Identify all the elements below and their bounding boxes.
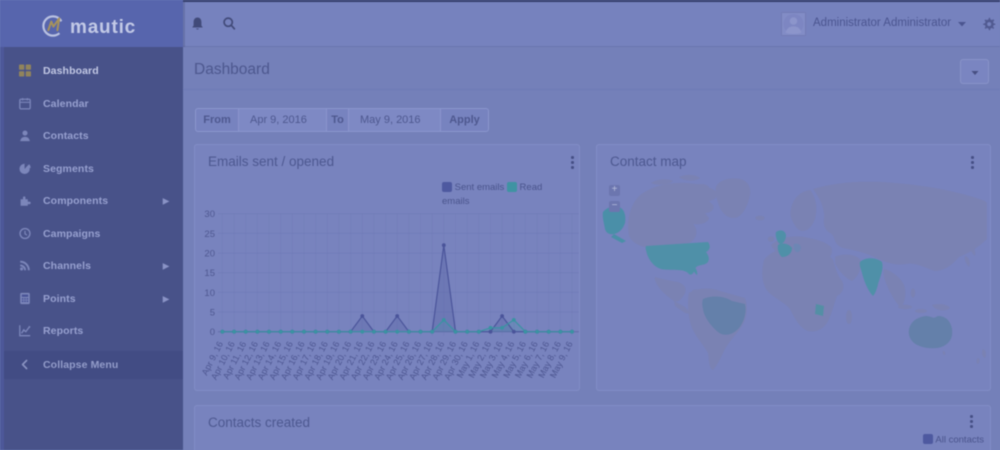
svg-text:10: 10 [204,288,215,299]
svg-text:0: 0 [210,327,215,338]
svg-text:mautic: mautic [70,17,136,38]
svg-text:15: 15 [204,268,215,279]
svg-text:30: 30 [204,209,215,220]
svg-text:20: 20 [204,249,215,260]
svg-text:5: 5 [210,308,215,319]
svg-text:25: 25 [204,229,215,240]
